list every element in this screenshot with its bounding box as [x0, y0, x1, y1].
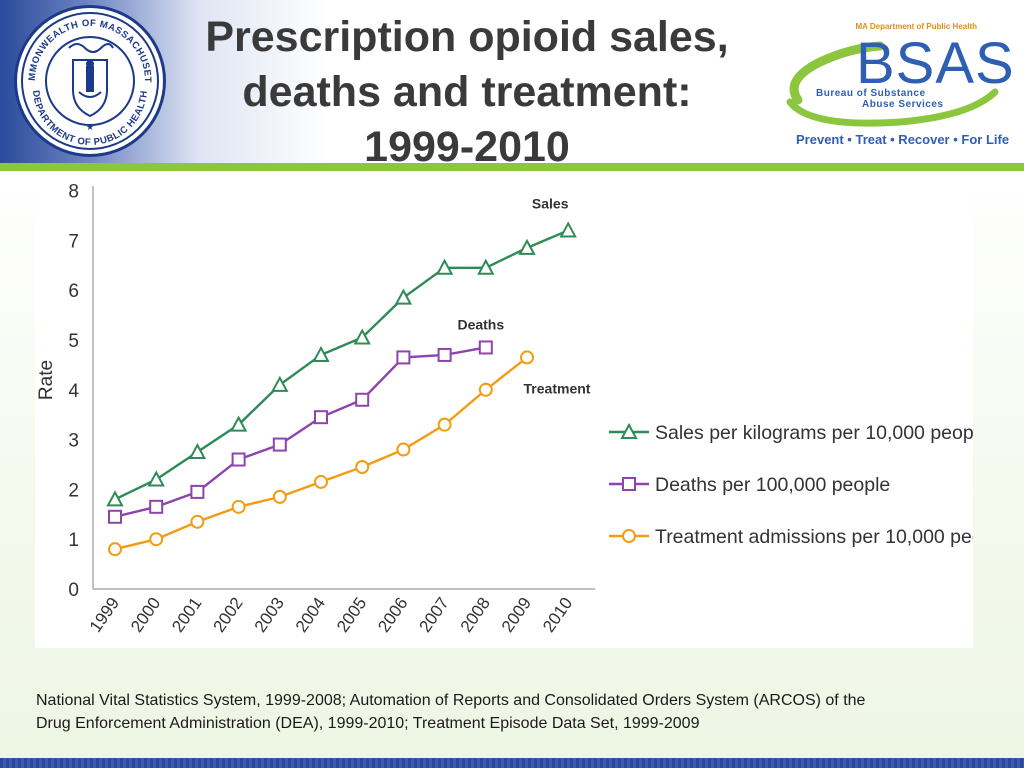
data-point-deaths [355, 392, 370, 407]
y-tick-label: 7 [68, 231, 79, 252]
x-tick-label: 2003 [251, 594, 288, 636]
title-line-2: deaths and treatment: [242, 68, 692, 116]
caption-line-1: National Vital Statistics System, 1999-2… [36, 692, 866, 709]
y-tick-label: 5 [68, 331, 79, 352]
bsas-department-text: MA Department of Public Health [855, 22, 978, 31]
series-label-deaths: Deaths [457, 316, 504, 332]
title-line-1: Prescription opioid sales, [205, 13, 729, 61]
x-tick-label: 2005 [333, 594, 370, 636]
y-tick-label: 2 [68, 480, 79, 501]
data-point-deaths [231, 452, 246, 467]
title-line-3: 1999-2010 [364, 123, 570, 171]
data-point-treatment [149, 532, 164, 547]
data-point-treatment [314, 474, 328, 489]
state-seal-icon: COMMONWEALTH OF MASSACHUSETTS DEPARTMENT… [14, 5, 166, 157]
y-tick-label: 6 [68, 281, 79, 302]
data-point-sales [353, 328, 371, 345]
bsas-logo: MA Department of Public Health BSAS Bure… [780, 22, 1014, 152]
data-point-deaths [437, 347, 452, 362]
data-point-deaths [314, 410, 328, 425]
data-point-deaths [108, 509, 122, 524]
data-point-sales [394, 288, 413, 305]
data-point-deaths [190, 484, 205, 499]
header-divider [0, 163, 1024, 171]
legend-label-treatment: Treatment admissions per 10,000 people [655, 526, 973, 548]
data-point-sales [435, 258, 454, 275]
data-point-treatment [478, 382, 493, 397]
x-tick-label: 1999 [86, 594, 123, 636]
bsas-subtitle-line-2: Abuse Services [862, 99, 944, 110]
data-point-sales [518, 238, 536, 255]
data-point-sales [188, 442, 207, 460]
data-point-deaths [149, 499, 164, 514]
data-point-treatment [520, 350, 534, 365]
caption-line-2: Drug Enforcement Administration (DEA), 1… [36, 715, 700, 732]
data-point-treatment [190, 514, 205, 529]
slide-title: Prescription opioid sales, deaths and tr… [172, 10, 762, 175]
series-label-treatment: Treatment [524, 380, 591, 396]
legend-marker-treatment [622, 529, 636, 543]
x-tick-label: 2000 [127, 594, 164, 636]
series-line-deaths [114, 346, 487, 518]
data-point-sales [147, 470, 165, 487]
series-line-sales [114, 229, 569, 501]
x-tick-label: 2009 [498, 594, 535, 636]
data-point-treatment [355, 459, 370, 474]
data-point-sales [559, 221, 577, 238]
series-line-treatment [114, 356, 528, 551]
y-axis-title: Rate [36, 360, 57, 400]
data-point-deaths [478, 340, 493, 355]
svg-text:★: ★ [86, 122, 94, 132]
data-point-sales [271, 375, 289, 392]
series-label-sales: Sales [532, 195, 569, 211]
bsas-wordmark: BSAS [856, 31, 1015, 96]
data-point-treatment [396, 442, 411, 457]
data-point-deaths [272, 437, 287, 452]
y-tick-label: 0 [68, 580, 79, 601]
legend-label-deaths: Deaths per 100,000 people [655, 474, 890, 496]
y-tick-label: 4 [68, 381, 79, 402]
data-point-sales [312, 345, 330, 362]
source-caption: National Vital Statistics System, 1999-2… [36, 689, 966, 735]
x-tick-label: 2002 [209, 594, 246, 636]
bsas-subtitle-line-1: Bureau of Substance [816, 88, 926, 99]
bsas-swoosh-icon [786, 41, 999, 127]
data-point-deaths [396, 350, 411, 365]
x-tick-label: 2007 [415, 594, 452, 636]
x-tick-label: 2008 [457, 594, 494, 636]
x-tick-label: 2010 [539, 594, 576, 636]
data-point-treatment [437, 417, 452, 432]
bsas-tagline: Prevent • Treat • Recover • For Life [796, 132, 1010, 147]
data-point-sales [477, 258, 495, 275]
slide-header [0, 0, 1024, 163]
data-point-treatment [272, 489, 287, 504]
data-point-sales [106, 490, 124, 507]
legend-marker-deaths [622, 477, 636, 491]
legend-marker-sales [620, 422, 638, 439]
data-point-sales [229, 415, 248, 432]
y-tick-label: 3 [68, 431, 79, 452]
bottom-bar [0, 758, 1024, 768]
y-tick-label: 8 [68, 182, 79, 203]
x-tick-label: 2006 [374, 594, 411, 636]
chart-panel: 0 1 2 3 4 5 6 7 8 1999 2000 2001 2002 2003 2004 2005 200… [35, 180, 1009, 648]
x-tick-label: 2004 [292, 594, 329, 636]
data-point-treatment [108, 542, 122, 557]
x-tick-label: 2001 [168, 594, 205, 636]
legend-label-sales: Sales per kilograms per 10,000 people [655, 422, 973, 444]
data-point-treatment [231, 499, 246, 514]
y-tick-label: 1 [68, 530, 79, 551]
